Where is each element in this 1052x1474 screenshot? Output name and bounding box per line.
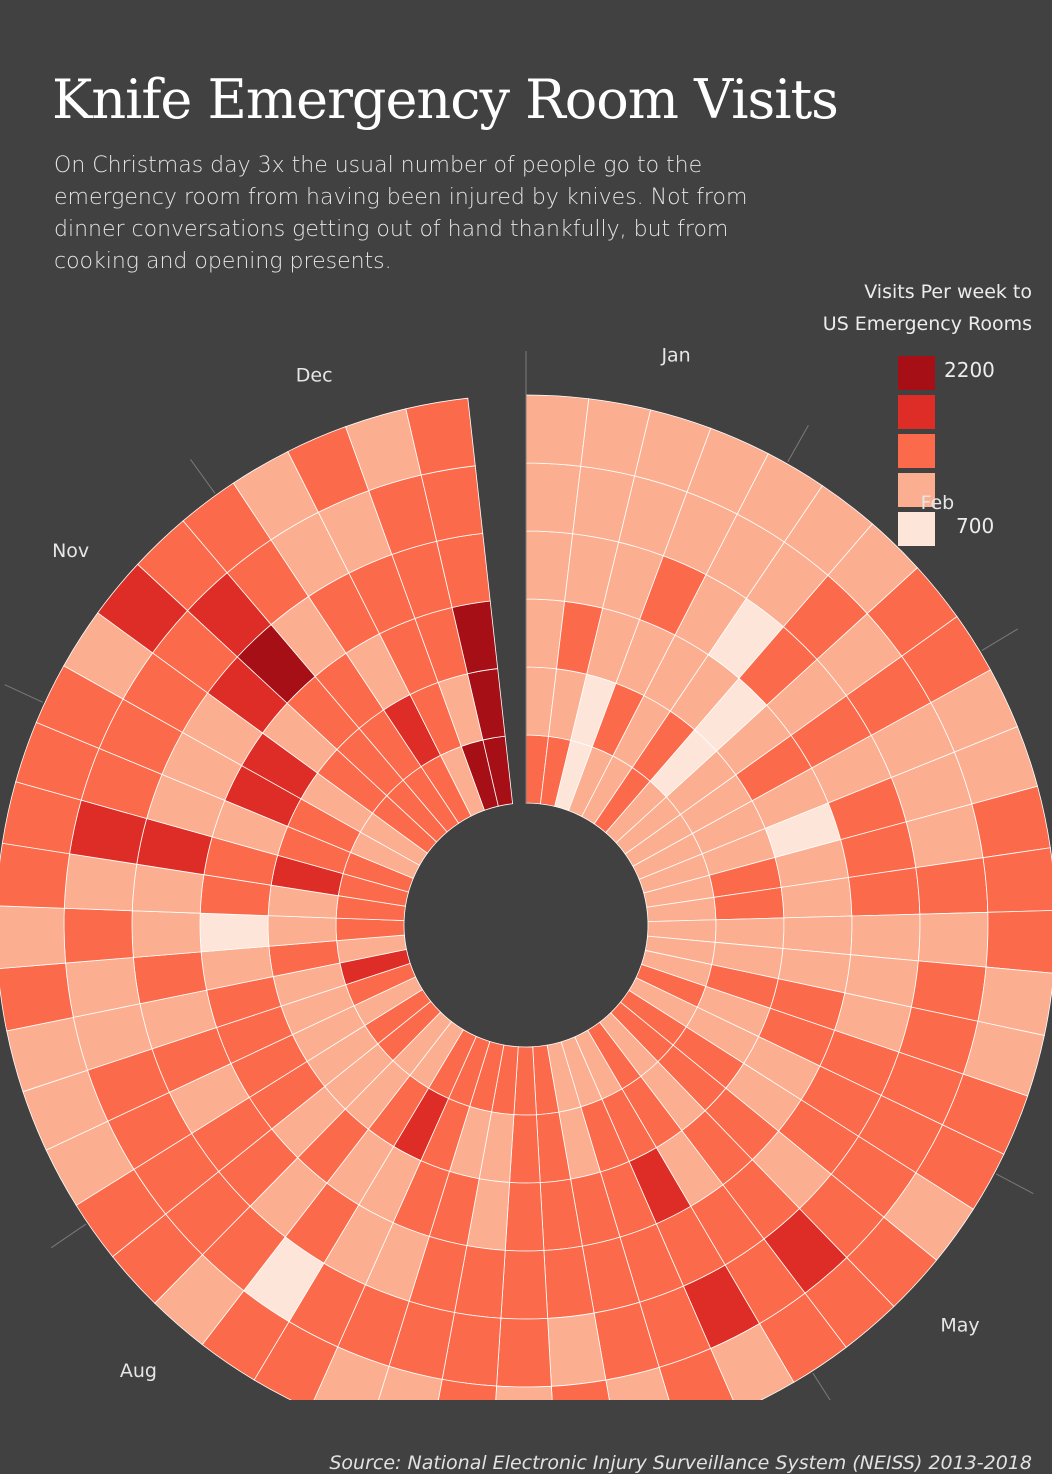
month-tick — [981, 628, 1019, 652]
heatmap-cell — [710, 1323, 795, 1400]
heatmap-cell — [0, 962, 74, 1032]
legend-swatch — [898, 395, 935, 429]
month-tick — [4, 684, 44, 703]
chart-subtitle: On Christmas day 3x the usual number of … — [54, 153, 748, 274]
heatmap-cell — [504, 1182, 545, 1252]
legend-swatch — [898, 473, 935, 507]
month-tick — [50, 1223, 87, 1249]
heatmap-cell — [199, 912, 270, 953]
heatmap-cell — [982, 847, 1052, 913]
month-label-dec: Dec — [296, 364, 333, 386]
legend: Visits Per week to US Emergency Rooms 22… — [770, 276, 1032, 546]
heatmap-cell — [131, 910, 202, 958]
heatmap-cell — [550, 1379, 610, 1400]
heatmap-cell — [985, 910, 1052, 974]
heatmap-cell — [525, 462, 582, 535]
legend-max-label: 2200 — [944, 358, 995, 382]
month-label-feb: Feb — [921, 492, 955, 514]
heatmap-cell — [658, 1347, 734, 1400]
month-label-aug: Aug — [120, 1360, 157, 1382]
legend-min-label: 700 — [956, 514, 995, 538]
heatmap-cell — [267, 915, 338, 947]
heatmap-cell — [782, 915, 853, 956]
source-note: Source: National Electronic Injury Surve… — [329, 1452, 1032, 1474]
month-label-jan: Jan — [660, 344, 690, 366]
heatmap-cell — [495, 1385, 553, 1400]
heatmap-cell — [850, 913, 921, 962]
chart-title: Knife Emergency Room Visits — [52, 68, 839, 131]
heatmap-cell — [405, 397, 476, 476]
heatmap-cell — [525, 394, 590, 467]
legend-swatch — [898, 356, 935, 390]
month-label-nov: Nov — [52, 540, 89, 562]
heatmap-cell — [915, 857, 989, 915]
heatmap-cell — [313, 1346, 390, 1400]
month-label-may: May — [940, 1315, 979, 1337]
heatmap-cell — [378, 1365, 443, 1400]
legend-swatches — [898, 356, 935, 551]
heatmap-cell — [0, 905, 67, 969]
legend-title-line2: US Emergency Rooms — [822, 313, 1032, 335]
heatmap-cell — [917, 911, 989, 968]
heatmap-cell — [63, 907, 134, 964]
month-tick — [812, 1372, 831, 1400]
heatmap-cell — [496, 1317, 552, 1388]
heatmap-cell — [0, 842, 70, 909]
radial-heatmap-chart: JanFebMarAprMayJunJulAugSepOctNovDec — [0, 344, 1052, 1400]
heatmap-cell — [437, 1378, 498, 1400]
heatmap-cell — [500, 1249, 549, 1320]
month-tick — [190, 459, 216, 494]
month-tick — [995, 1173, 1034, 1195]
month-tick — [787, 425, 809, 463]
legend-swatch — [898, 434, 935, 468]
heatmap-cell — [509, 1114, 541, 1184]
legend-swatch — [898, 512, 935, 546]
heatmap-cell — [605, 1366, 670, 1400]
legend-title-line1: Visits Per week to — [864, 281, 1032, 303]
